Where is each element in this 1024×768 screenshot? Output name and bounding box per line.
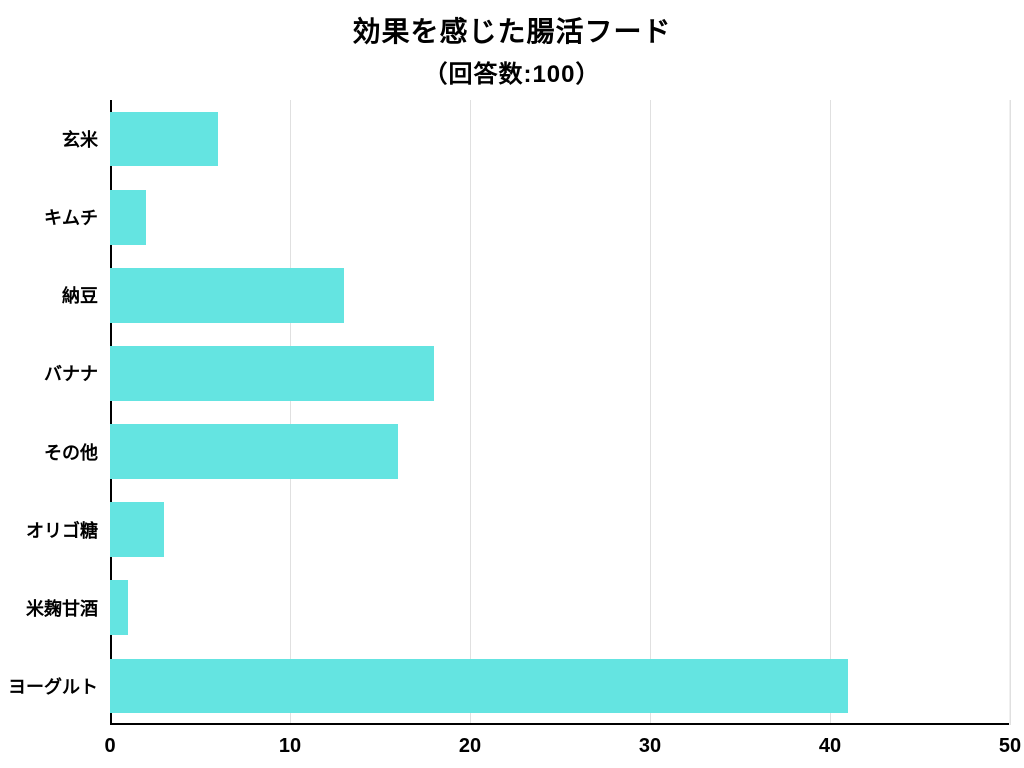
y-tick-label: 米麹甘酒 (26, 595, 110, 621)
gridline (470, 100, 471, 725)
y-tick-label: その他 (44, 439, 110, 465)
x-tick-label: 40 (819, 725, 841, 758)
y-tick-label: 玄米 (62, 126, 110, 152)
bar (110, 424, 398, 479)
bar (110, 268, 344, 323)
plot-area: 01020304050玄米キムチ納豆バナナその他オリゴ糖米麹甘酒ヨーグルト (110, 100, 1010, 725)
gridline (290, 100, 291, 725)
x-tick-label: 30 (639, 725, 661, 758)
bar (110, 502, 164, 557)
y-tick-label: キムチ (44, 204, 110, 230)
x-axis-line (110, 723, 1009, 725)
chart-subtitle: （回答数:100） (0, 54, 1024, 89)
y-tick-label: ヨーグルト (8, 673, 110, 699)
x-tick-label: 0 (104, 725, 115, 758)
bar (110, 346, 434, 401)
bar (110, 112, 218, 167)
x-tick-label: 20 (459, 725, 481, 758)
gridline (1010, 100, 1011, 725)
chart-container: 効果を感じた腸活フード （回答数:100） 01020304050玄米キムチ納豆… (0, 0, 1024, 768)
bar (110, 659, 848, 714)
chart-title-block: 効果を感じた腸活フード （回答数:100） (0, 10, 1024, 89)
x-tick-label: 50 (999, 725, 1021, 758)
gridline (650, 100, 651, 725)
chart-title: 効果を感じた腸活フード (0, 10, 1024, 50)
x-tick-label: 10 (279, 725, 301, 758)
y-tick-label: 納豆 (62, 282, 110, 308)
bar (110, 580, 128, 635)
gridline (830, 100, 831, 725)
y-tick-label: オリゴ糖 (26, 517, 110, 543)
y-tick-label: バナナ (44, 360, 110, 386)
bar (110, 190, 146, 245)
